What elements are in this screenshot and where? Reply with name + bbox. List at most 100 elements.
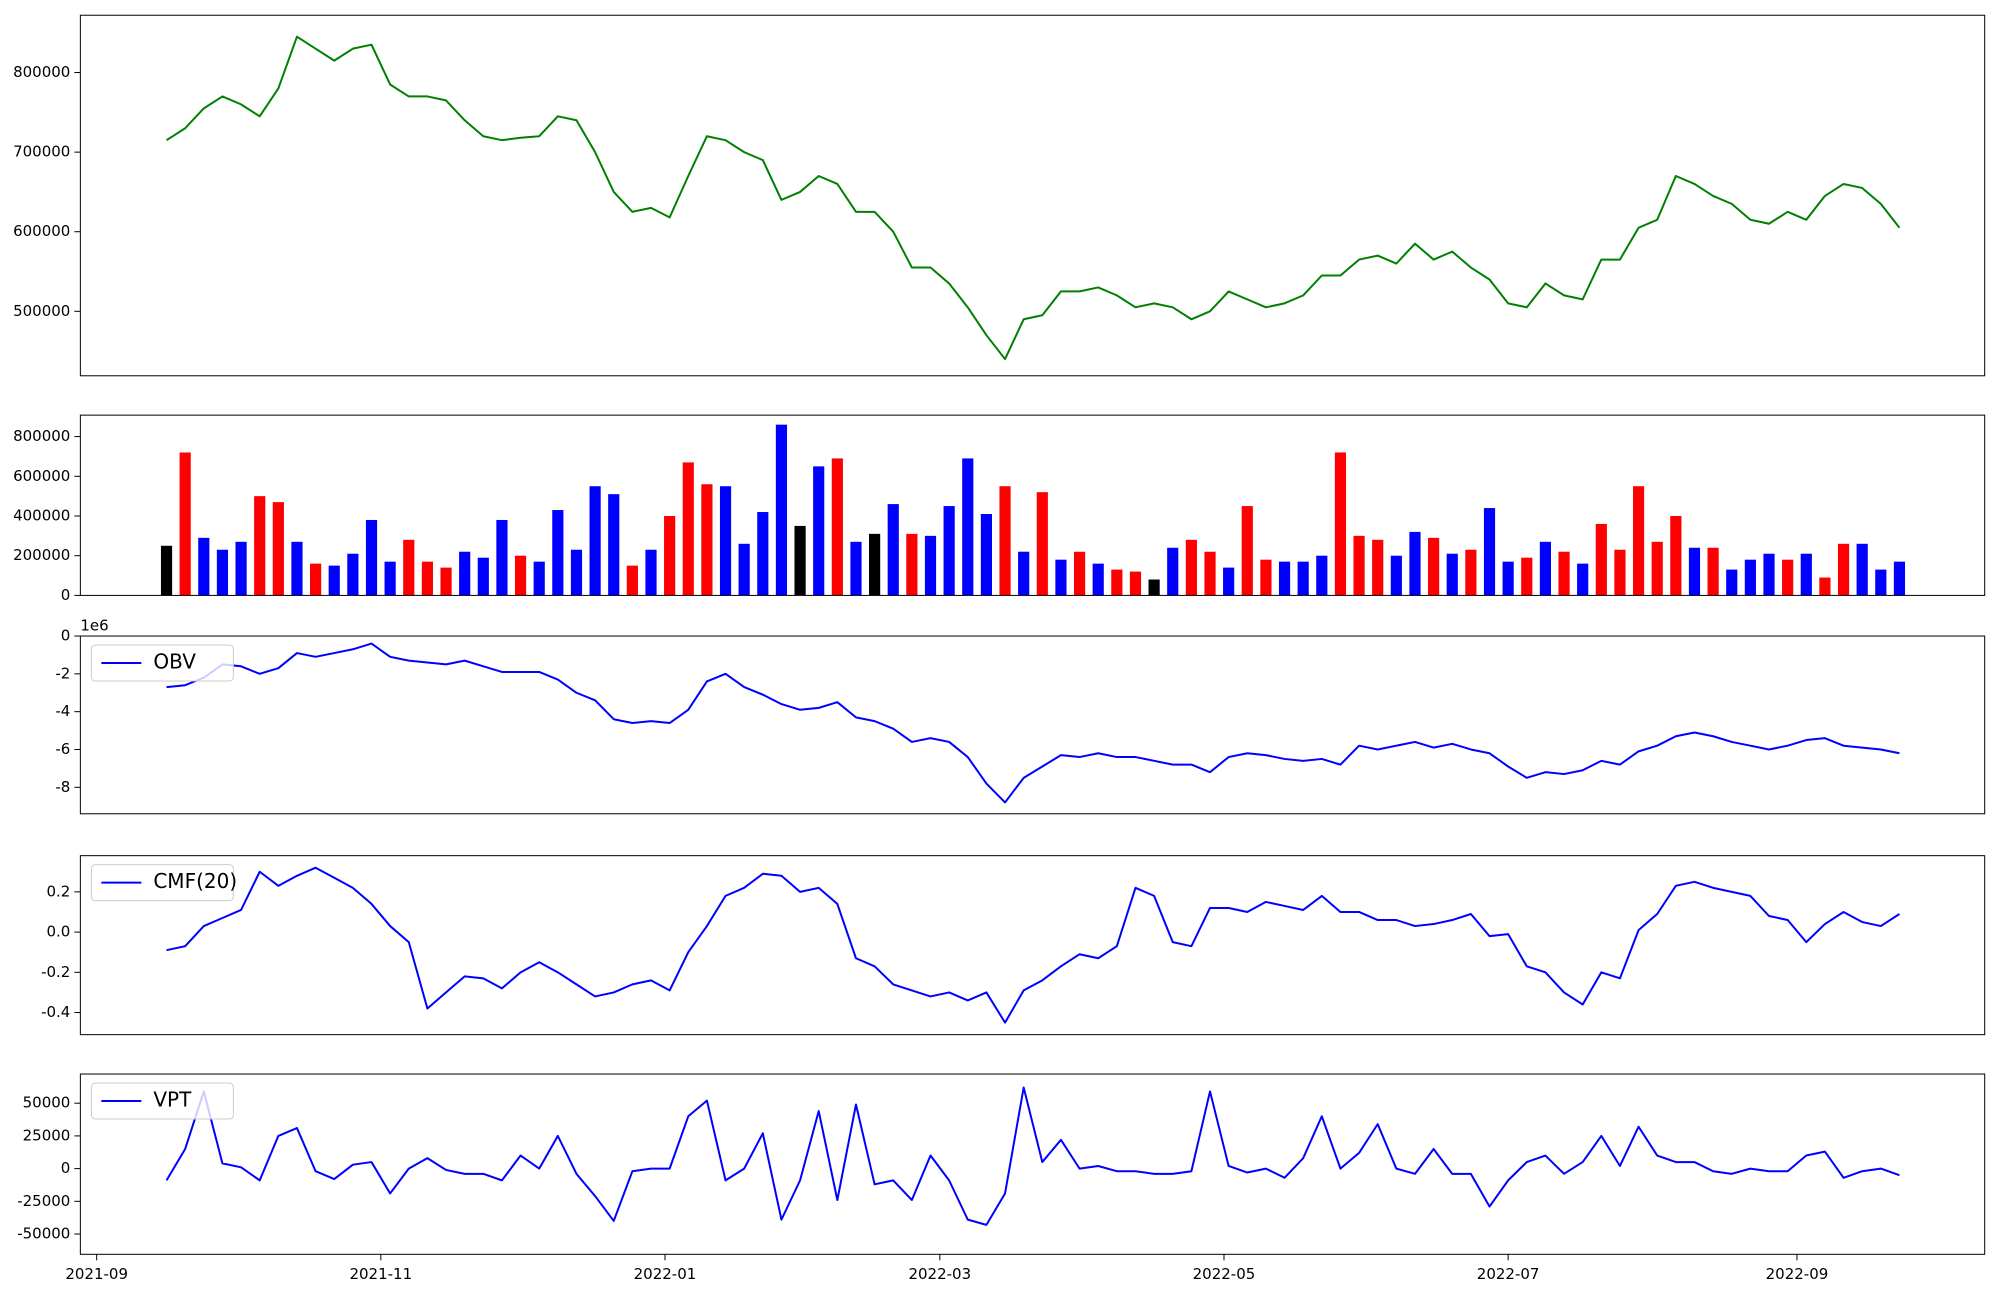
bar xyxy=(347,553,359,596)
y-tick-label: 600000 xyxy=(13,467,70,485)
bar xyxy=(1707,547,1719,596)
bar xyxy=(1800,553,1812,596)
bar xyxy=(1521,557,1533,596)
y-tick-label: 0 xyxy=(61,1159,71,1177)
bar xyxy=(887,504,899,596)
bar xyxy=(1390,555,1402,596)
bar xyxy=(1763,553,1775,596)
y-tick-label: 400000 xyxy=(13,506,70,524)
y-tick-label: 0 xyxy=(61,627,71,645)
subplot: -0.4 -0.2 0.0 0.2 CMF(20) xyxy=(41,855,1986,1036)
bar xyxy=(310,563,322,596)
bar xyxy=(1092,563,1104,596)
bar xyxy=(999,486,1011,596)
y-tick-label: -50000 xyxy=(17,1225,70,1243)
bar xyxy=(1148,579,1160,596)
bar xyxy=(1111,569,1123,596)
bar xyxy=(1744,559,1756,596)
axes-frame xyxy=(79,14,1986,377)
bar xyxy=(254,496,266,596)
bar xyxy=(775,424,788,596)
bar xyxy=(1204,551,1216,596)
legend: CMF(20) xyxy=(90,864,237,902)
line xyxy=(166,866,1900,1024)
bar xyxy=(514,555,527,596)
bar xyxy=(813,466,825,596)
bar xyxy=(235,541,247,596)
bar xyxy=(365,519,378,596)
bar xyxy=(1483,508,1496,596)
bar xyxy=(272,502,284,596)
bar xyxy=(179,452,191,596)
legend-box xyxy=(90,864,234,902)
bar xyxy=(943,506,955,596)
y-tick-label: -2 xyxy=(55,664,70,682)
bar xyxy=(1372,539,1384,596)
bar xyxy=(1129,571,1142,596)
axes-frame xyxy=(79,1073,1986,1255)
bar xyxy=(496,519,508,596)
subplot: -8 -6 -4 -2 0 1e6 OBV xyxy=(55,617,1986,815)
bar xyxy=(608,494,620,596)
bar xyxy=(1632,486,1645,596)
x-tick-label: 2021-11 xyxy=(349,1265,412,1283)
bar xyxy=(1670,515,1682,596)
y-tick-label: 800000 xyxy=(13,427,70,445)
bar xyxy=(1856,543,1868,596)
y-tick-label: -0.2 xyxy=(41,963,70,981)
bar xyxy=(589,486,601,596)
bar xyxy=(719,486,732,596)
bar xyxy=(1018,551,1030,596)
legend-label: CMF(20) xyxy=(153,869,237,893)
bar xyxy=(1837,543,1850,596)
bar xyxy=(570,549,583,596)
bar xyxy=(403,539,415,596)
legend-label: VPT xyxy=(153,1088,192,1112)
bar xyxy=(1185,539,1197,596)
bar xyxy=(533,561,545,596)
bar xyxy=(1726,569,1738,596)
legend-box xyxy=(90,1082,234,1120)
bar xyxy=(1614,549,1626,596)
x-tick-label: 2022-07 xyxy=(1477,1265,1540,1283)
line xyxy=(165,1086,1900,1226)
y-tick-label: 200000 xyxy=(13,546,70,564)
bar xyxy=(626,565,638,596)
bar xyxy=(1223,567,1235,596)
bar xyxy=(1428,537,1440,596)
bar xyxy=(1651,541,1663,596)
bar xyxy=(924,535,937,596)
y-tick-label: -8 xyxy=(55,778,70,796)
bar xyxy=(1782,559,1794,596)
bar xyxy=(552,510,564,596)
bar xyxy=(291,541,303,596)
bar xyxy=(1595,523,1607,596)
axes-frame xyxy=(79,414,1986,596)
bar xyxy=(701,484,713,596)
bar xyxy=(198,537,210,596)
bar xyxy=(1316,555,1328,596)
line xyxy=(166,35,1901,361)
x-tick-label: 2022-03 xyxy=(908,1265,971,1283)
bar xyxy=(1577,563,1589,596)
legend: OBV xyxy=(90,644,234,682)
y-tick-label: 0.0 xyxy=(46,923,70,941)
line xyxy=(166,642,1900,804)
bar xyxy=(1539,541,1552,596)
bar xyxy=(980,514,992,596)
legend-label: OBV xyxy=(153,650,196,674)
y-tick-label: 50000 xyxy=(23,1094,71,1112)
subplot: -50000 -25000 0 25000 50000 2021-09 2021-11 202… xyxy=(17,1073,1986,1283)
x-tick-label: 2021-09 xyxy=(65,1265,128,1283)
y-tick-label: -0.4 xyxy=(41,1003,70,1021)
bar xyxy=(906,533,918,596)
y-tick-label: 600000 xyxy=(13,222,70,240)
bar xyxy=(1055,559,1067,596)
bar xyxy=(1502,561,1514,596)
bar xyxy=(328,565,340,596)
bar xyxy=(1409,531,1421,596)
bar xyxy=(477,557,489,596)
bar xyxy=(682,462,694,596)
bar xyxy=(757,512,769,596)
